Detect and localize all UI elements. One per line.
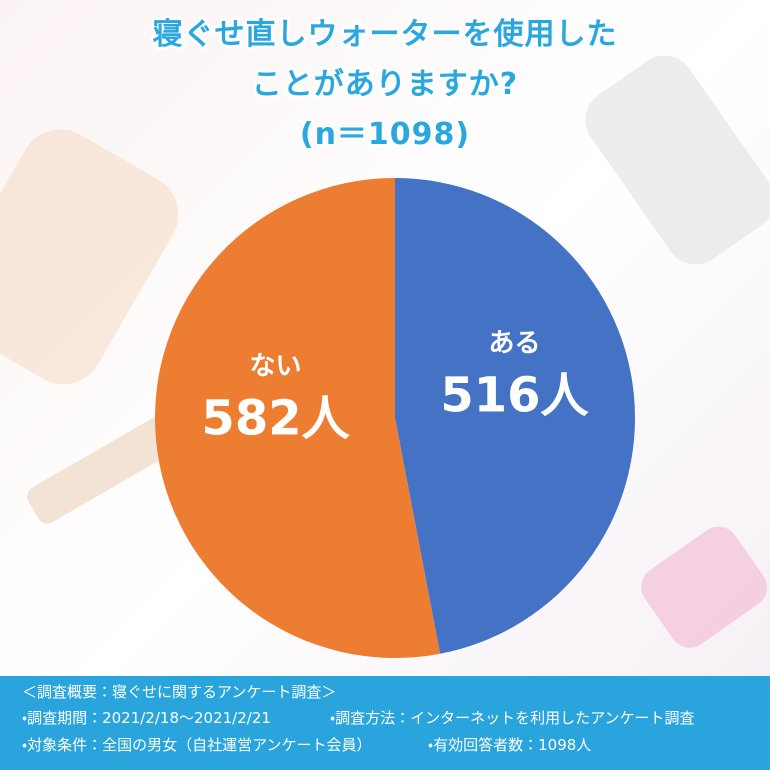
slice-value-label: 516人 [440,368,589,424]
pie-slice [154,178,441,658]
footer-item: ・有効回答者数：1098人 [428,736,591,754]
footer-item: ・対象条件：全国の男女（自社運営アンケート会員） [22,736,372,754]
chart-title: ことがありますか? [252,67,518,102]
footer-item: ・調査期間：2021/2/18～2021/2/21 [22,709,271,727]
slice-category: ない [250,351,302,381]
slice-category: ある [488,329,540,359]
decor-dryer [585,55,770,265]
footer-heading: ＜調査概要：寝ぐせに関するアンケート調査＞ [22,683,336,701]
chart-subtitle: (n＝1098) [300,117,470,152]
footer-item: ・調査方法：インターネットを利用したアンケート調査 [330,709,695,727]
pie-slice [395,178,635,654]
slice-value-label: 582人 [201,390,350,446]
decor-curler [641,526,768,648]
footer-band [0,676,770,770]
decor-bottle [0,129,179,385]
chart-title: 寝ぐせ直しウォーターを使用した [153,17,618,52]
pie: ある 516人 ない 582人 [154,178,635,658]
